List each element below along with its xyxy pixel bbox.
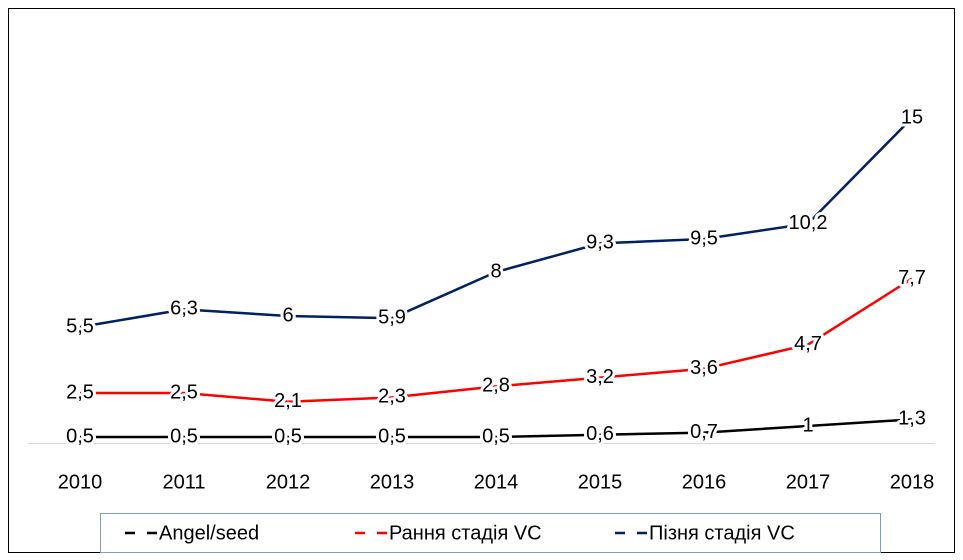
x-tick-label: 2018: [890, 471, 935, 493]
legend-label: Рання стадія VC: [389, 522, 542, 544]
data-label: 6,3: [170, 298, 198, 320]
data-label: 3,2: [586, 366, 614, 388]
data-label: 0,5: [66, 425, 94, 447]
data-label: 9,5: [690, 227, 718, 249]
data-label: 0,5: [170, 425, 198, 447]
data-label: 0,5: [378, 425, 406, 447]
data-label: 10,2: [789, 212, 828, 234]
data-label: 2,8: [482, 375, 510, 397]
x-tick-label: 2013: [370, 471, 415, 493]
data-label: 1,3: [898, 408, 926, 430]
data-label: 8: [490, 260, 501, 282]
data-label: 7,7: [898, 267, 926, 289]
x-tick-label: 2010: [58, 471, 103, 493]
x-tick-label: 2014: [474, 471, 519, 493]
series-line: [79, 117, 913, 329]
data-label: 0,6: [586, 423, 614, 445]
x-tick-label: 2011: [162, 471, 205, 493]
data-label: 0,7: [690, 421, 718, 443]
legend-frame: [100, 513, 881, 553]
legend-label: Angel/seed: [159, 522, 259, 544]
data-label: 2,3: [378, 386, 406, 408]
data-label: 1: [802, 414, 813, 436]
legend-label: Пізня стадія VC: [649, 522, 795, 544]
x-tick-label: 2012: [266, 471, 311, 493]
x-tick-label: 2015: [578, 471, 623, 493]
data-label: 9,3: [586, 232, 614, 254]
data-label: 0,5: [482, 425, 510, 447]
data-label: 5,5: [66, 315, 94, 337]
data-label: 0,5: [274, 425, 302, 447]
x-tick-label: 2017: [786, 471, 831, 493]
data-label: 2,5: [66, 381, 94, 403]
data-label: 4,7: [794, 333, 822, 355]
chart-frame: [8, 8, 955, 553]
data-label: 5,9: [378, 306, 406, 328]
data-label: 2,1: [274, 390, 302, 412]
x-tick-label: 2016: [682, 471, 727, 493]
series-line: [80, 277, 913, 404]
data-label: 15: [901, 106, 923, 128]
data-label: 2,5: [170, 381, 198, 403]
data-label: 6: [282, 304, 293, 326]
data-label: 3,6: [690, 357, 718, 379]
series-line: [80, 418, 913, 439]
